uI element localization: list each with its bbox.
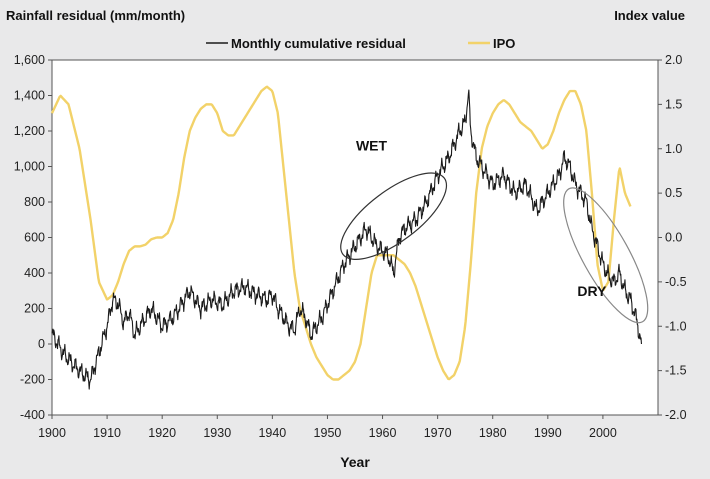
y-right-tick-label: 0.5 xyxy=(665,186,682,200)
y-left-tick-label: 1,600 xyxy=(14,53,45,67)
x-tick-label: 1950 xyxy=(314,426,342,440)
x-tick-label: 1920 xyxy=(148,426,176,440)
y-right-tick-label: 1.0 xyxy=(665,142,682,156)
legend-label-ipo: IPO xyxy=(493,36,515,51)
x-tick-label: 1910 xyxy=(93,426,121,440)
y-left-tick-label: 0 xyxy=(38,337,45,351)
legend-label-residual: Monthly cumulative residual xyxy=(231,36,406,51)
y-right-tick-label: -1.5 xyxy=(665,364,687,378)
legend: Monthly cumulative residual IPO xyxy=(206,36,515,51)
y-left-tick-label: 1,200 xyxy=(14,124,45,138)
y-left-tick-label: -200 xyxy=(20,373,45,387)
y-right-tick-label: -0.5 xyxy=(665,275,687,289)
y-left-tick-label: 1,400 xyxy=(14,89,45,103)
x-tick-label: 1900 xyxy=(38,426,66,440)
dry-ellipse xyxy=(563,187,649,324)
y-right-tick-label: -1.0 xyxy=(665,319,687,333)
x-axis-title: Year xyxy=(340,454,370,470)
x-tick-label: 1930 xyxy=(203,426,231,440)
wet-annotation: WET xyxy=(356,138,388,154)
ipo-line xyxy=(50,85,632,381)
y-left-ticks: -400 -200 0 200 400 600 800 1,000 1,200 1,400 1,60… xyxy=(14,53,52,422)
right-axis-title: Index value xyxy=(614,8,685,23)
y-left-tick-label: 1,000 xyxy=(14,160,45,174)
dry-annotation: DRY xyxy=(577,283,607,299)
series-layer xyxy=(50,85,643,390)
y-left-tick-label: 400 xyxy=(24,266,45,280)
y-left-tick-label: 800 xyxy=(24,195,45,209)
x-tick-label: 1990 xyxy=(534,426,562,440)
y-right-tick-label: 2.0 xyxy=(665,53,682,67)
y-right-tick-label: 0.0 xyxy=(665,231,682,245)
ellipse-layer xyxy=(340,172,649,324)
residual-line xyxy=(51,89,643,390)
y-right-ticks: -2.0 -1.5 -1.0 -0.5 0.0 0.5 1.0 1.5 2.0 xyxy=(658,53,687,422)
y-right-tick-label: -2.0 xyxy=(665,408,687,422)
wet-ellipse xyxy=(340,172,448,260)
y-left-tick-label: 200 xyxy=(24,302,45,316)
x-tick-label: 2000 xyxy=(589,426,617,440)
x-tick-label: 1940 xyxy=(258,426,286,440)
x-tick-label: 1970 xyxy=(424,426,452,440)
x-tick-label: 1980 xyxy=(479,426,507,440)
y-left-tick-label: 600 xyxy=(24,231,45,245)
y-right-tick-label: 1.5 xyxy=(665,97,682,111)
x-ticks: 1900 1910 1920 1930 1940 1950 1960 1970 1980 1990… xyxy=(38,415,617,440)
y-left-tick-label: -400 xyxy=(20,408,45,422)
x-tick-label: 1960 xyxy=(369,426,397,440)
left-axis-title: Rainfall residual (mm/month) xyxy=(6,8,185,23)
annotation-layer: WET DRY xyxy=(356,138,607,300)
